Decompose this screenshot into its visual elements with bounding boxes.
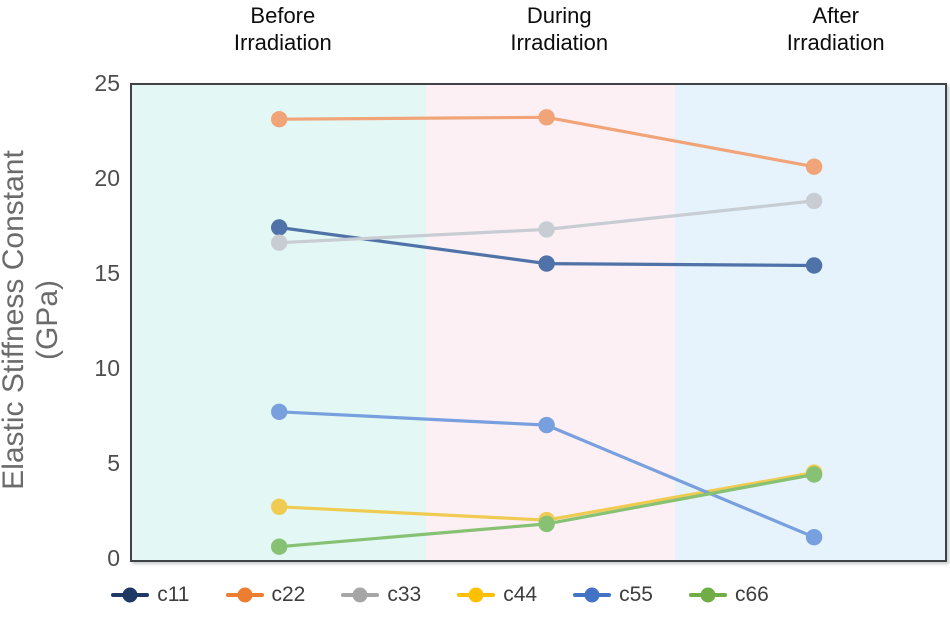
marker-c33-1	[538, 221, 555, 238]
legend-marker-icon-c11	[122, 587, 138, 602]
background-band-1	[426, 85, 676, 560]
marker-c33-0	[271, 234, 288, 251]
legend: c11 c22 c33 c44 c55 c66	[0, 584, 880, 605]
marker-c55-1	[538, 416, 555, 434]
legend-label-c11: c11	[157, 583, 190, 606]
plot-area	[130, 83, 947, 562]
marker-c11-2	[805, 257, 823, 274]
legend-line-c22	[225, 587, 264, 602]
legend-line-c55	[573, 587, 612, 602]
legend-marker-icon-c33	[352, 587, 368, 602]
marker-c66-1	[538, 515, 555, 533]
marker-c22-2	[805, 158, 823, 175]
marker-c22-0	[271, 111, 288, 128]
background-band-0	[132, 85, 427, 560]
category-header-1: During Irradiation	[510, 3, 609, 55]
legend-label-c33: c33	[387, 583, 422, 606]
marker-c55-2	[805, 529, 823, 546]
marker-c33-2	[805, 192, 823, 210]
marker-c11-0	[271, 219, 288, 236]
legend-label-c66: c66	[734, 583, 769, 606]
legend-line-c33	[341, 587, 380, 602]
legend-line-c44	[457, 587, 496, 602]
legend-marker-icon-c22	[237, 587, 252, 602]
legend-label-c22: c22	[271, 583, 306, 606]
y-tick-25: 25	[94, 70, 120, 96]
legend-line-c11	[111, 587, 150, 602]
marker-c22-1	[538, 109, 555, 126]
category-header-0: Before Irradiation	[233, 3, 332, 55]
legend-marker-icon-c55	[584, 587, 600, 602]
y-tick-5: 5	[107, 450, 120, 476]
legend-item-c33: c33	[341, 584, 421, 605]
legend-label-c55: c55	[619, 583, 653, 606]
y-tick-10: 10	[94, 355, 120, 381]
marker-c11-1	[538, 255, 555, 272]
legend-line-c66	[688, 587, 727, 602]
marker-c66-0	[271, 538, 288, 555]
legend-item-c22: c22	[225, 583, 306, 606]
category-header-2: After Irradiation	[786, 3, 885, 55]
category-headers: Before Irradiation During Irradiation Afte…	[130, 2, 943, 60]
marker-c66-2	[805, 466, 823, 483]
legend-item-c11: c11	[111, 583, 190, 606]
marker-c55-0	[271, 403, 288, 420]
y-tick-20: 20	[94, 165, 120, 191]
legend-item-c66: c66	[688, 583, 769, 606]
legend-item-c44: c44	[457, 584, 537, 605]
y-tick-0: 0	[107, 545, 120, 571]
chart-svg	[271, 109, 823, 555]
legend-marker-icon-c66	[700, 587, 716, 602]
y-axis-ticks: 0 5 10 15 20 25	[0, 70, 120, 571]
marker-c44-0	[271, 498, 288, 515]
legend-item-c55: c55	[573, 584, 653, 605]
y-tick-15: 15	[94, 260, 120, 286]
legend-marker-icon-c44	[468, 587, 484, 602]
legend-label-c44: c44	[503, 583, 538, 606]
